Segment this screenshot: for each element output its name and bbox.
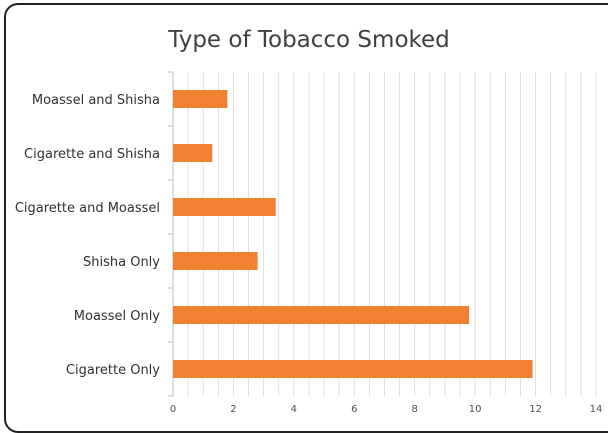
x-tick-label: 8 bbox=[412, 404, 418, 415]
bar-cigarette-and-shisha bbox=[173, 144, 213, 162]
bars bbox=[173, 90, 533, 378]
category-label: Moassel Only bbox=[74, 309, 161, 324]
bar-moassel-only bbox=[173, 306, 470, 324]
x-tick-label: 0 bbox=[170, 404, 176, 415]
x-tick-label: 10 bbox=[469, 404, 482, 415]
category-label: Moassel and Shisha bbox=[32, 93, 160, 108]
category-label: Cigarette and Shisha bbox=[24, 147, 160, 162]
grid-lines bbox=[168, 71, 597, 397]
x-tick-labels: 0 2 4 6 8 10 12 14 bbox=[170, 404, 603, 415]
bar-moassel-and-shisha bbox=[173, 90, 228, 108]
bar-shisha-only bbox=[173, 252, 258, 270]
bar-cigarette-only bbox=[173, 360, 533, 378]
x-tick-label: 12 bbox=[529, 404, 542, 415]
category-label: Shisha Only bbox=[83, 255, 160, 270]
bar-cigarette-and-moassel bbox=[173, 198, 276, 216]
x-tick-label: 4 bbox=[291, 404, 297, 415]
category-label: Cigarette and Moassel bbox=[15, 201, 160, 216]
x-tick-label: 6 bbox=[351, 404, 357, 415]
x-tick-label: 14 bbox=[590, 404, 603, 415]
chart-title: Type of Tobacco Smoked bbox=[167, 27, 450, 53]
chart: Type of Tobacco Smoked Moassel and Shish… bbox=[15, 27, 603, 415]
x-tick-label: 2 bbox=[230, 404, 236, 415]
category-labels: Moassel and Shisha Cigarette and Shisha Ci… bbox=[15, 93, 160, 378]
category-label: Cigarette Only bbox=[66, 363, 160, 378]
